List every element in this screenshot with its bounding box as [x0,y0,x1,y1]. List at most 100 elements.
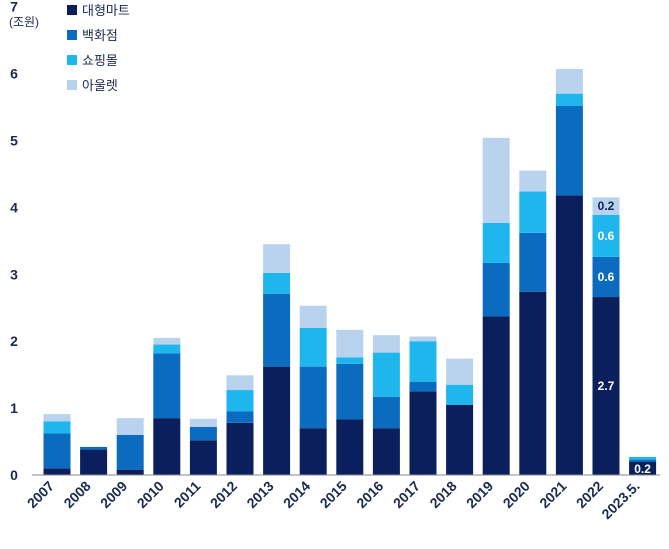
bar-segment [592,256,620,298]
y-tick-label: 5 [10,133,18,149]
bar-segment [372,428,400,475]
bar-segment [482,222,510,263]
bar-segment [446,384,474,405]
bar-segment [519,191,547,233]
bar-segment [409,336,437,342]
bar-segment [299,366,327,429]
y-tick-label: 7 [10,0,18,15]
bar-segment [189,426,217,441]
bar-segment [80,449,108,475]
bar-segment [153,418,181,475]
legend-label: 대형마트 [82,3,130,18]
legend-swatch [67,80,77,90]
x-tick-label: 2019 [463,478,496,511]
x-tick-label: 2018 [426,478,459,511]
y-tick-label: 0 [10,467,18,483]
legend-label: 쇼핑몰 [82,53,118,68]
bar-segment [372,396,400,429]
bar-segment [336,329,364,358]
bar-segment [482,137,510,223]
bar-segment [43,414,71,422]
y-tick-label: 6 [10,66,18,82]
x-tick-label: 2023.5. [598,478,642,522]
bar-segment [153,344,181,354]
y-tick-label: 3 [10,266,18,282]
bar-segment [43,433,71,469]
bar-segment [299,327,327,367]
bar-segment [629,461,657,475]
bar-segment [592,197,620,215]
bars [43,68,657,476]
bar-segment [592,214,620,257]
bar-segment [116,418,144,435]
bar-segment [153,353,181,419]
bar-segment [116,469,144,475]
bar-segment [555,93,583,106]
bar-segment [629,459,657,462]
data-label: 0.2 [598,199,615,213]
bar-segment [43,421,71,434]
x-tick-label: 2016 [353,478,386,511]
bar-segment [43,468,71,475]
data-label: 0.2 [634,462,651,476]
bar-segment [446,358,474,385]
y-tick-label: 2 [10,333,18,349]
bar-segment [519,291,547,475]
legend-swatch [67,5,77,15]
bar-segment [555,105,583,196]
bar-segment [372,352,400,397]
x-tick-label: 2015 [317,478,350,511]
legend-swatch [67,30,77,40]
data-label: 0.6 [598,229,615,243]
y-axis: 0 1 2 3 4 5 6 7(조원) [9,0,39,483]
bar-segment [226,390,254,412]
x-tick-label: 2013 [243,478,276,511]
x-tick-label: 2014 [280,478,313,511]
bar-segment [629,456,657,460]
data-labels: 2.7 0.6 0.6 0.2 0.2 [598,199,652,476]
bar-segment [336,357,364,364]
bar-segment [592,297,620,475]
bar-segment [263,272,291,294]
bar-segment [153,337,181,345]
x-tick-label: 2012 [207,478,240,511]
bar-segment [555,195,583,476]
legend-label: 백화점 [82,28,118,43]
x-tick-label: 2022 [573,478,606,511]
bar-segment [409,341,437,383]
bar-segment [555,68,583,94]
x-axis: 2007 2008 2009 2010 2011 2012 2013 2014 2015 2016… [24,474,660,522]
bar-segment [482,262,510,317]
bar-segment [263,366,291,475]
bar-segment [519,170,547,192]
legend-swatch [67,55,77,65]
x-tick-label: 2008 [60,478,93,511]
y-tick-label: 1 [10,400,18,416]
bar-segment [80,446,108,450]
bar-segment [446,404,474,475]
bar-segment [263,244,291,273]
bar-segment [336,419,364,475]
x-tick-label: 2017 [390,478,423,511]
x-tick-label: 2020 [500,478,533,511]
data-label: 0.6 [598,270,615,284]
bar-segment [189,418,217,427]
x-tick-label: 2007 [24,478,57,511]
bar-segment [116,434,144,470]
bar-segment [299,428,327,475]
y-tick-label: 4 [10,199,18,215]
bar-segment [226,422,254,475]
bar-segment [299,305,327,328]
bar-segment [226,375,254,391]
bar-segment [226,411,254,423]
bar-segment [189,440,217,475]
x-tick-label: 2011 [171,478,204,511]
bar-segment [336,363,364,420]
bar-segment [409,382,437,392]
bar-segment [409,391,437,476]
bar-segment [519,232,547,292]
x-tick-label: 2010 [134,478,167,511]
bar-segment [372,335,400,353]
